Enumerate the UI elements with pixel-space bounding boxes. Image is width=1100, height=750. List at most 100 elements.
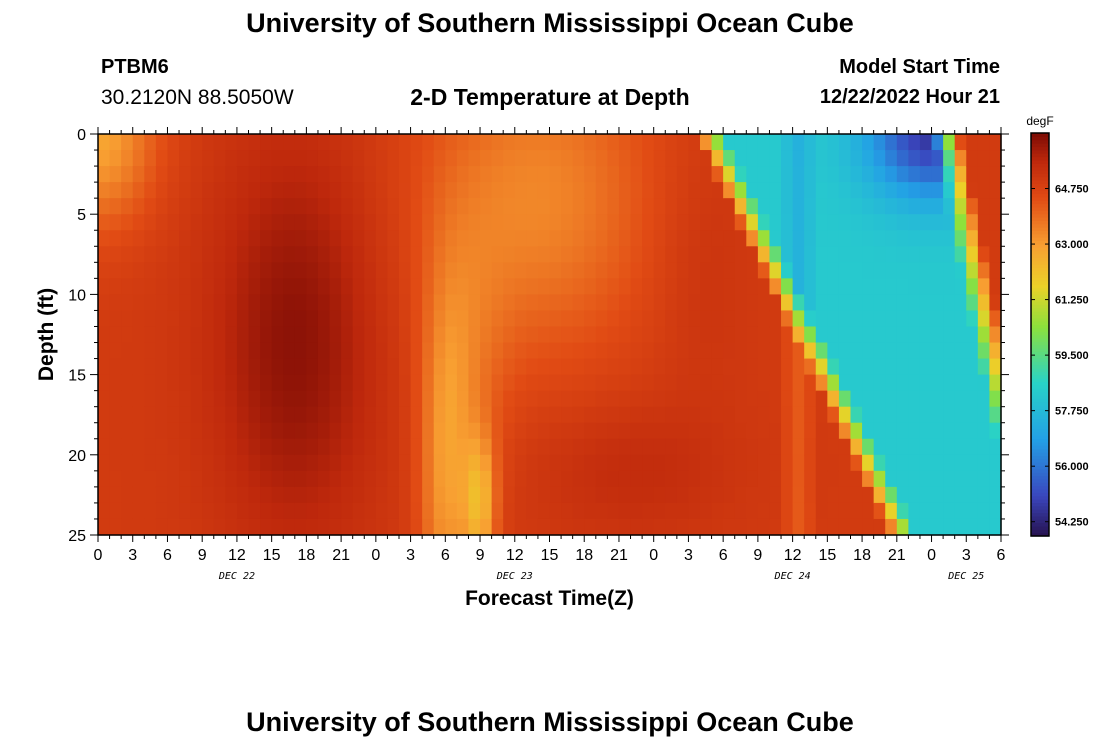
heat-cell [167, 262, 180, 279]
heat-cell [109, 278, 122, 295]
heat-cell [456, 326, 470, 344]
x-tick-label: 9 [753, 547, 762, 564]
heat-cell [723, 262, 736, 279]
heat-cell [607, 390, 620, 408]
heat-cell [595, 502, 608, 520]
heat-cell [723, 166, 736, 183]
heat-cell [248, 294, 261, 312]
heat-cell [179, 230, 192, 247]
heat-cell [607, 326, 620, 344]
model-start-value: 12/22/2022 Hour 21 [819, 86, 1000, 108]
heat-cell [225, 470, 238, 488]
heat-cell [213, 342, 226, 360]
heat-cell [514, 262, 527, 279]
heat-cell [167, 326, 180, 344]
heat-cell [711, 518, 724, 536]
colorbar-segment [1031, 220, 1049, 225]
heat-cell [584, 278, 597, 295]
heat-cell [665, 262, 678, 279]
colorbar-segment [1031, 519, 1049, 524]
heat-cell [491, 134, 504, 151]
heat-cell [132, 438, 145, 456]
heat-cell [526, 342, 539, 360]
heat-cell [769, 230, 782, 247]
heat-cell [989, 438, 1002, 456]
heat-cell [572, 486, 585, 504]
heat-cell [561, 134, 574, 151]
colorbar-segment [1031, 405, 1049, 409]
heat-cell [375, 406, 389, 424]
heat-cell [734, 278, 747, 295]
heat-cell [873, 294, 886, 312]
heat-cell [456, 502, 470, 520]
heat-cell [642, 198, 655, 215]
heat-cell [630, 374, 643, 392]
heat-cell [931, 342, 944, 360]
colorbar-segment [1031, 509, 1049, 514]
heat-cell [537, 470, 551, 488]
heat-cell [943, 358, 956, 376]
heat-cell [167, 230, 180, 247]
heat-cell [236, 438, 250, 456]
heat-cell [352, 262, 365, 279]
heat-cell [977, 454, 991, 472]
heat-cell [260, 342, 273, 360]
heat-cell [375, 278, 389, 295]
heat-cell [456, 470, 470, 488]
heat-cell [838, 374, 852, 392]
heat-cell [700, 374, 713, 392]
heat-cell [468, 310, 481, 328]
heat-cell [711, 182, 724, 199]
heat-cell [190, 326, 203, 344]
heat-cell [688, 166, 701, 183]
heat-cell [561, 406, 574, 424]
heat-cell [179, 470, 192, 488]
heat-cell [155, 406, 169, 424]
heat-cell [862, 342, 875, 360]
colorbar-segment [1031, 146, 1049, 151]
heat-cell [294, 390, 307, 408]
heat-cell [260, 438, 273, 456]
heat-cell [213, 214, 226, 231]
heat-cell [630, 406, 643, 424]
heat-cell [144, 214, 157, 231]
heat-cell [977, 246, 991, 263]
heat-cell [317, 438, 331, 456]
heat-cell [306, 150, 319, 167]
colorbar-segment [1031, 310, 1049, 315]
heat-cell [248, 278, 261, 295]
heat-cell [503, 358, 516, 376]
heat-cell [630, 166, 643, 183]
heat-cell [873, 182, 886, 199]
heat-cell [364, 310, 377, 328]
heat-cell [792, 294, 805, 312]
heat-cell [584, 230, 597, 247]
heat-cell [271, 502, 284, 520]
heat-cell [885, 342, 898, 360]
heat-cell [734, 166, 747, 183]
heat-cell [815, 182, 828, 199]
heat-cell [815, 230, 828, 247]
heat-cell [769, 486, 782, 504]
heat-cell [734, 342, 747, 360]
heat-cell [630, 422, 643, 440]
heat-cell [503, 278, 516, 295]
heat-cell [503, 406, 516, 424]
heat-cell [260, 246, 273, 263]
heat-cell [954, 214, 967, 231]
x-tick-label: 12 [228, 547, 246, 564]
heat-cell [954, 182, 967, 199]
heat-cell [341, 230, 354, 247]
heat-cell [688, 358, 701, 376]
heat-cell [445, 150, 458, 167]
heat-cell [341, 502, 354, 520]
heat-cell [873, 470, 886, 488]
heat-cell [468, 198, 481, 215]
heat-cell [225, 326, 238, 344]
heat-cell [850, 134, 863, 151]
heat-cell [445, 246, 458, 263]
heat-cell [526, 182, 539, 199]
heat-cell [781, 374, 794, 392]
heat-cell [838, 454, 852, 472]
heat-cell [236, 374, 250, 392]
